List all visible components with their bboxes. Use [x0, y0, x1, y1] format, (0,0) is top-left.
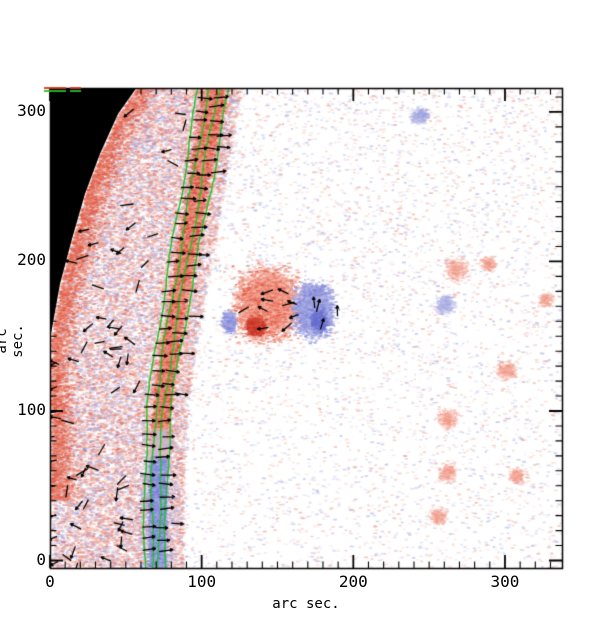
y-axis-title: arc sec.: [0, 324, 26, 358]
x-axis-title: arc sec.: [272, 596, 340, 612]
